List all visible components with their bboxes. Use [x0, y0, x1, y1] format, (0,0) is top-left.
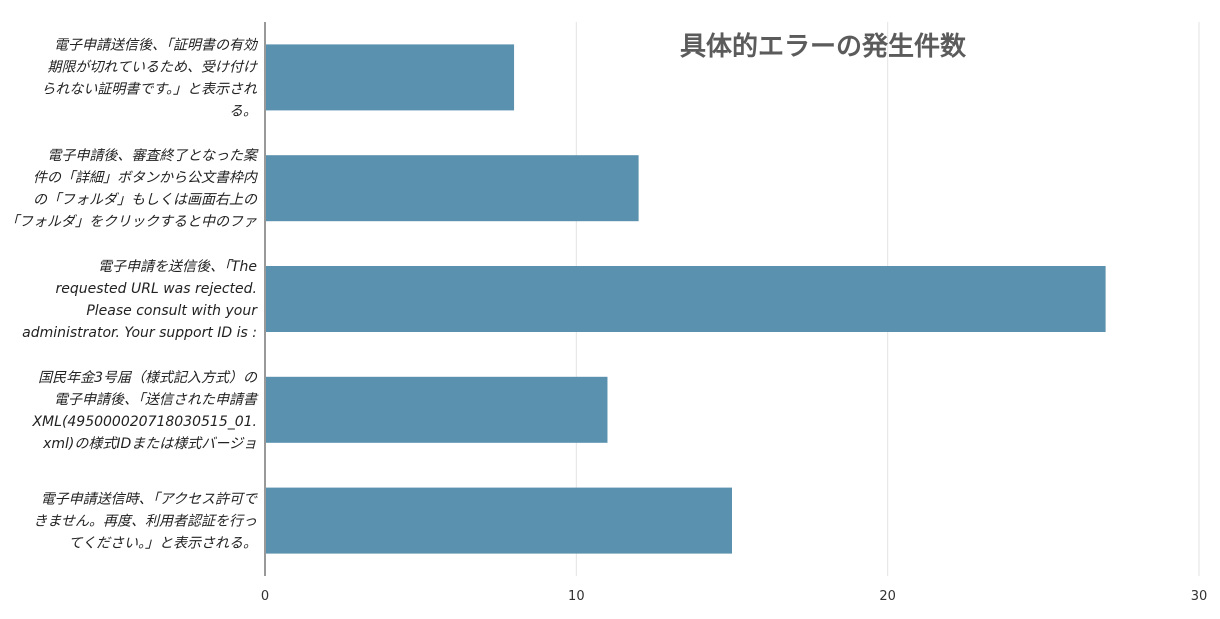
category-label-line: XML(495000020718030515_01. — [31, 414, 257, 430]
category-label-line: 「フォルダ」をクリックすると中のファ — [5, 214, 257, 230]
x-tick-label: 0 — [261, 589, 269, 604]
category-label-line: の「フォルダ」もしくは画面右上の — [33, 192, 258, 208]
x-tick-label: 10 — [568, 589, 585, 604]
category-label-line: 期限が切れているため、受け付け — [47, 59, 258, 75]
x-tick-label: 30 — [1191, 589, 1208, 604]
category-label-line: 電子申請送信後、「証明書の有効 — [54, 37, 259, 53]
category-labels: 電子申請送信後、「証明書の有効期限が切れているため、受け付けられない証明書です。… — [5, 37, 259, 551]
category-label-line: 件の「詳細」ボタンから公文書枠内 — [33, 170, 258, 186]
category-label-line: administrator. Your support ID is : — [22, 325, 257, 341]
category-label-line: 電子申請送信時、「アクセス許可で — [41, 492, 258, 508]
category-label-line: られない証明書です。」と表示され — [41, 81, 258, 97]
category-label-line: Please consult with your — [86, 303, 258, 319]
chart-title: 具体的エラーの発生件数 — [680, 31, 967, 62]
tick-labels: 0 10 20 30 — [261, 589, 1207, 604]
category-label: 電子申請後、審査終了となった案件の「詳細」ボタンから公文書枠内の「フォルダ」もし… — [5, 148, 259, 230]
category-label-line: きません。再度、利用者認証を行っ — [33, 514, 257, 530]
x-tick-label: 20 — [879, 589, 896, 604]
bar — [266, 266, 1106, 332]
category-label-line: る。 — [229, 103, 257, 119]
bar — [266, 155, 639, 222]
category-label-line: 電子申請後、「送信された申請書 — [54, 392, 259, 408]
category-label-line: てください。」と表示される。 — [68, 536, 257, 552]
category-label-line: 電子申請後、審査終了となった案 — [47, 148, 259, 164]
bar — [266, 487, 732, 554]
category-label: 電子申請送信時、「アクセス許可できません。再度、利用者認証を行ってください。」と… — [33, 492, 258, 552]
category-label: 電子申請を送信後、「The requested URL was rejected.… — [22, 259, 258, 341]
bar — [266, 44, 515, 111]
bar — [266, 376, 608, 443]
category-label-line: xml)の様式IDまたは様式バージョ — [42, 436, 257, 452]
category-label-line: requested URL was rejected. — [56, 281, 257, 297]
category-label-line: 国民年金3号届（様式記入方式）の — [38, 370, 258, 386]
bars — [266, 44, 1106, 554]
category-label-line: 電子申請を送信後、「The — [98, 259, 257, 275]
category-label: 電子申請送信後、「証明書の有効期限が切れているため、受け付けられない証明書です。… — [41, 37, 259, 119]
